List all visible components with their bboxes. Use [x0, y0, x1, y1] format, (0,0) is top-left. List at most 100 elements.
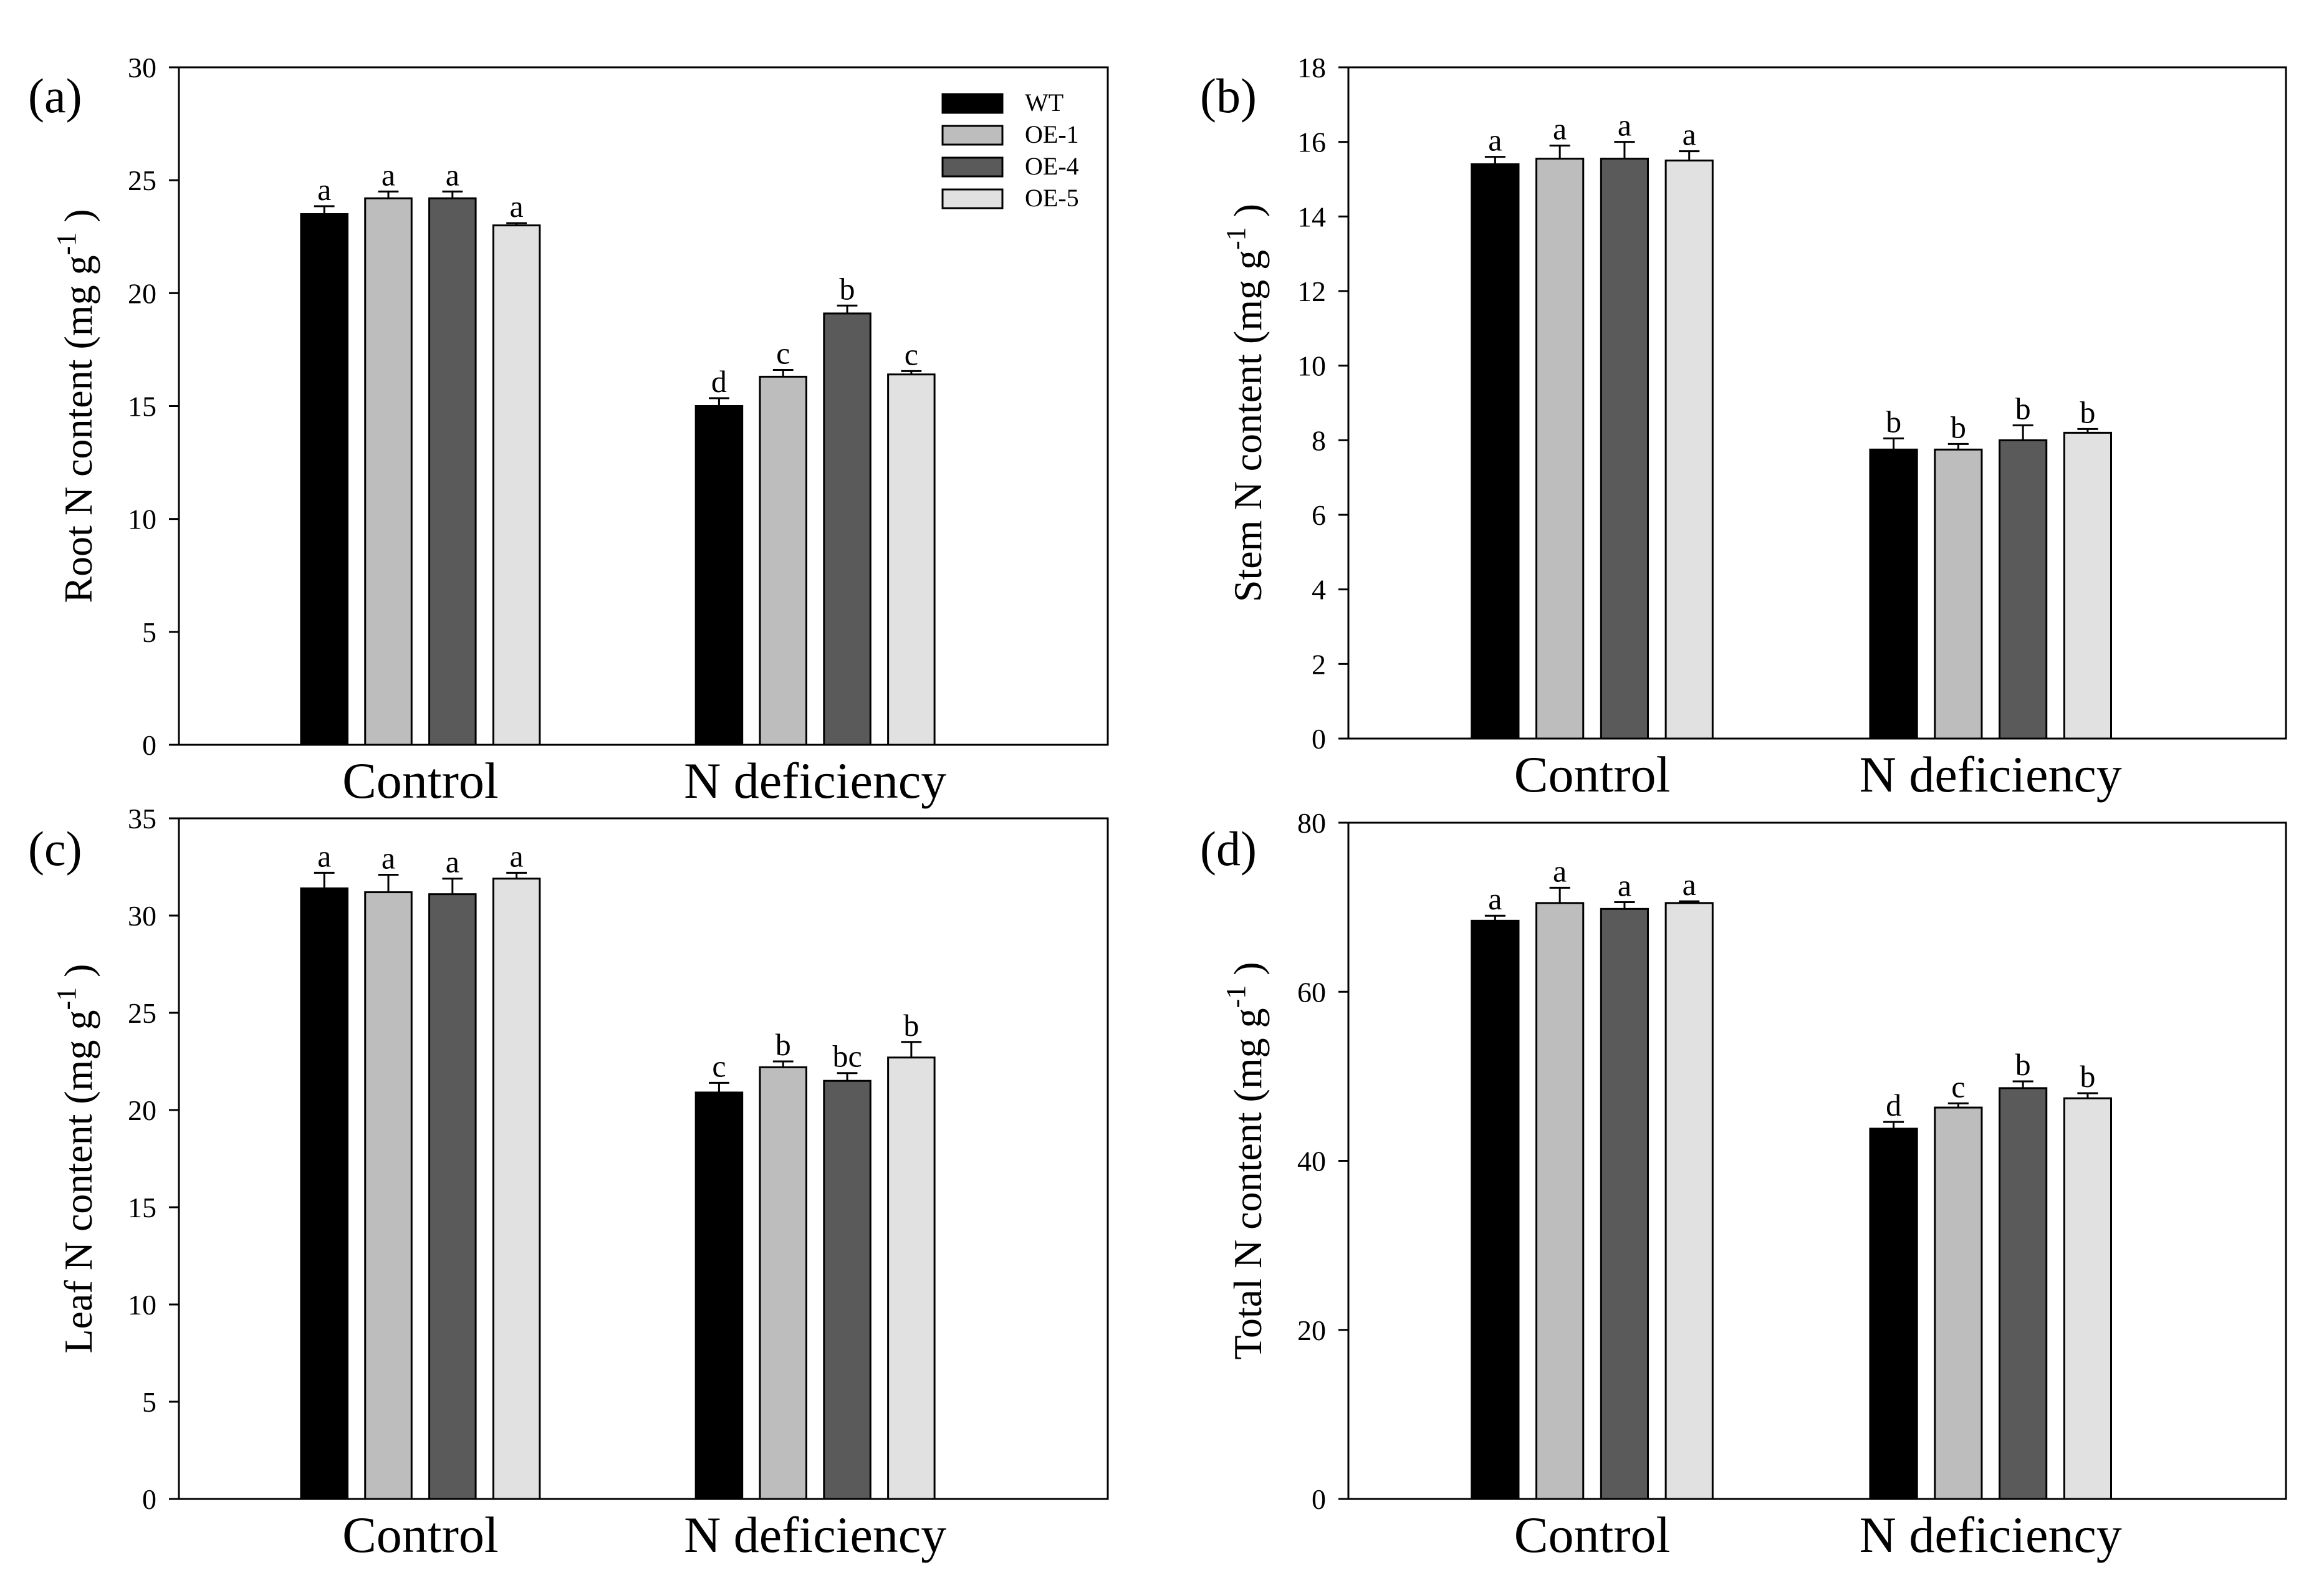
legend-label: OE-5 [1025, 184, 1079, 212]
y-tick-label: 0 [1312, 723, 1326, 755]
bar-oe-4-control [1600, 907, 1649, 1500]
y-tick-label: 10 [1297, 350, 1326, 382]
x-category-label: Control [1514, 1506, 1671, 1563]
significance-letter: b [2080, 395, 2095, 429]
significance-letter: a [317, 838, 331, 873]
bar-wt-n-deficiency [694, 405, 744, 746]
significance-letter: a [1618, 108, 1631, 143]
legend-swatch-oe-5 [941, 188, 1004, 209]
panel-label: (c) [28, 821, 82, 876]
y-tick-label: 10 [128, 1289, 156, 1321]
y-tick-label: 15 [128, 1192, 156, 1223]
panel-label: (b) [1200, 69, 1257, 123]
bar-oe-5-n-deficiency [2063, 1097, 2113, 1500]
y-tick-label: 12 [1297, 275, 1326, 307]
bar-oe-4-n-deficiency [823, 312, 872, 746]
chart-panel-4: 0 20 40 60 80 (d) Total N content (mg g-1 ) a a a… [1200, 807, 2287, 1563]
y-tick-label: 25 [128, 165, 156, 196]
significance-letter: a [510, 838, 524, 873]
x-category-label: Control [342, 752, 499, 809]
y-tick-label: 25 [128, 997, 156, 1029]
bar-wt-n-deficiency [1869, 448, 1918, 740]
x-category-label: Control [1514, 746, 1671, 803]
bar-oe-4-control [1600, 158, 1649, 740]
y-tick-label: 20 [1297, 1314, 1326, 1346]
legend-label: OE-4 [1025, 152, 1079, 180]
legend-swatch-oe-4 [941, 156, 1004, 178]
bar-oe-4-n-deficiency [823, 1079, 872, 1500]
legend-label: OE-1 [1025, 120, 1079, 148]
bar-oe-4-control [428, 197, 477, 746]
significance-letter: b [1886, 404, 1901, 439]
x-category-label: N deficiency [1860, 746, 2122, 803]
bar-wt-control [1471, 919, 1520, 1500]
significance-letter: b [775, 1027, 791, 1062]
significance-letter: a [317, 172, 331, 207]
significance-letter: c [1951, 1069, 1965, 1104]
significance-letter: bc [832, 1039, 862, 1074]
y-tick-label: 0 [142, 729, 156, 761]
significance-letter: a [1488, 123, 1502, 158]
y-tick-label: 30 [128, 900, 156, 932]
y-tick-label: 14 [1297, 201, 1326, 232]
bar-wt-n-deficiency [694, 1091, 744, 1500]
panel-label: (a) [28, 69, 82, 123]
y-axis-label: Root N content (mg g-1 ) [51, 209, 100, 603]
significance-letter: d [1886, 1088, 1901, 1122]
panel-label: (d) [1200, 821, 1257, 876]
bar-oe-1-control [1535, 902, 1585, 1500]
legend-label: WT [1025, 89, 1064, 117]
bar-oe-1-n-deficiency [1934, 1106, 1983, 1500]
y-tick-label: 20 [128, 277, 156, 309]
significance-letter: a [1683, 117, 1696, 152]
y-tick-label: 5 [142, 1386, 156, 1418]
bar-oe-1-n-deficiency [759, 375, 807, 746]
bar-wt-control [1471, 163, 1520, 740]
significance-letter: a [446, 157, 459, 192]
y-axis-label: Total N content (mg g-1 ) [1221, 962, 1270, 1359]
y-tick-label: 6 [1312, 499, 1326, 531]
bar-oe-1-n-deficiency [1934, 448, 1983, 740]
chart-panel-2: 0 2 4 6 8 10 12 14 16 18 (b) Stem N content (mg g-1… [1200, 52, 2287, 803]
bar-oe-4-n-deficiency [1999, 439, 2048, 740]
y-tick-label: 8 [1312, 424, 1326, 456]
significance-letter: b [2080, 1059, 2095, 1094]
bar-oe-5-control [492, 224, 541, 746]
bar-oe-5-control [492, 878, 541, 1500]
bar-oe-1-control [1535, 158, 1585, 740]
y-tick-label: 16 [1297, 127, 1326, 158]
y-tick-label: 4 [1312, 574, 1326, 606]
significance-letter: a [510, 189, 524, 224]
significance-letter: a [446, 845, 459, 879]
y-tick-label: 18 [1297, 52, 1326, 84]
significance-letter: c [905, 337, 918, 371]
significance-letter: a [1553, 112, 1567, 146]
y-tick-label: 80 [1297, 807, 1326, 839]
significance-letter: a [1683, 867, 1696, 902]
significance-letter: b [2015, 1047, 2031, 1082]
significance-letter: b [840, 271, 855, 306]
y-axis-label: Stem N content (mg g-1 ) [1221, 204, 1270, 602]
y-tick-label: 2 [1312, 648, 1326, 680]
bar-wt-control [300, 213, 348, 746]
x-category-label: Control [342, 1506, 499, 1563]
significance-letter: a [1488, 881, 1502, 916]
significance-letter: a [382, 840, 395, 875]
significance-letter: c [776, 336, 790, 371]
x-category-label: N deficiency [684, 752, 946, 809]
y-tick-label: 0 [1312, 1483, 1326, 1515]
legend: WT OE-1 OE-4 OE-5 [941, 89, 1079, 212]
bar-oe-1-n-deficiency [759, 1066, 807, 1500]
bar-oe-5-control [1664, 160, 1714, 740]
legend-swatch-wt [941, 93, 1004, 114]
x-category-label: N deficiency [1860, 1506, 2122, 1563]
chart-panel-3: 0 5 10 15 20 25 30 35 (c) Leaf N content (mg g-1 … [28, 803, 1109, 1563]
y-axis-label: Leaf N content (mg g-1 ) [51, 964, 100, 1354]
chart-panel-1: 0 5 10 15 20 25 30 (a) Root N content (mg g-1 ) a… [28, 52, 1109, 809]
bar-oe-4-n-deficiency [1999, 1087, 2048, 1500]
y-tick-label: 30 [128, 52, 156, 84]
significance-letter: c [712, 1048, 726, 1083]
y-tick-label: 40 [1297, 1146, 1326, 1177]
significance-letter: b [2015, 391, 2031, 426]
x-category-label: N deficiency [684, 1506, 946, 1563]
